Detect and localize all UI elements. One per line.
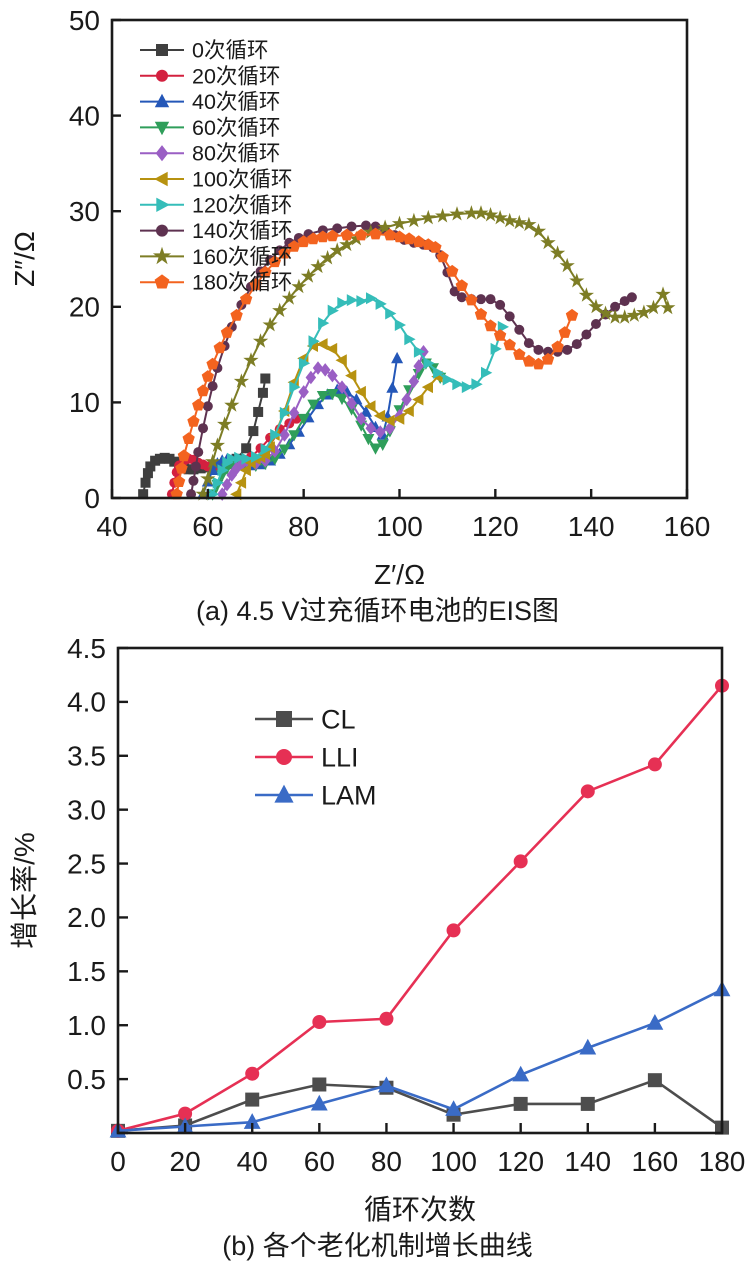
y-tick-label: 3.0 [67, 794, 106, 825]
x-tick-label: 100 [430, 1146, 477, 1177]
x-tick-label: 140 [568, 511, 615, 542]
aging-growth-chart: 0 20 40 60 80 100 120 140 160 180 0.5 1.0 1.5 2.0 2.5 3… [9, 636, 746, 1225]
y-tick-label: 40 [69, 100, 100, 131]
legend-label: 20次循环 [192, 64, 280, 88]
x-tick-label: 60 [192, 511, 223, 542]
x-tick-label: 60 [304, 1146, 335, 1177]
caption-b: (b) 各个老化机制增长曲线 [222, 1231, 533, 1261]
series-LAM [109, 980, 731, 1138]
plot-border [116, 646, 724, 1135]
y-tick-label: 2.0 [67, 902, 106, 933]
series-100次循环 [230, 338, 443, 501]
legend-label: 120次循环 [192, 193, 292, 217]
legend-label: 160次循环 [192, 245, 292, 269]
series-180次循环 [170, 227, 579, 500]
x-tick-label: 20 [170, 1146, 201, 1177]
series-160次循环 [195, 205, 676, 501]
legend-label: 0次循环 [192, 39, 268, 63]
y-tick-label: 20 [69, 292, 100, 323]
legend-label: 60次循环 [192, 116, 280, 140]
legend-label: 180次循环 [192, 271, 292, 295]
x-tick-label: 160 [632, 1146, 679, 1177]
x-tick-label: 80 [371, 1146, 402, 1177]
caption-a: (a) 4.5 V过充循环电池的EIS图 [195, 596, 560, 626]
eis-nyquist-chart: 40 60 80 100 120 140 160 0 10 20 30 40 50 Z′/Ω Z″/Ω 0次循… [9, 6, 711, 590]
legend-label: LAM [321, 780, 377, 810]
series-80次循环 [217, 345, 429, 501]
y-tick-label: 10 [69, 387, 100, 418]
y-tick-label: 50 [69, 6, 100, 36]
legend-label: 140次循环 [192, 219, 292, 243]
y-tick-label: 4.0 [67, 687, 106, 718]
x-tick-label: 140 [564, 1146, 611, 1177]
series-CL [111, 1073, 729, 1138]
series-120次循环 [207, 292, 509, 501]
x-axis-label: Z′/Ω [374, 559, 425, 590]
x-tick-label: 40 [237, 1146, 268, 1177]
y-tick-label: 3.5 [67, 741, 106, 772]
y-tick-label: 30 [69, 196, 100, 227]
x-tick-label: 80 [288, 511, 319, 542]
y-tick-label: 1.5 [67, 956, 106, 987]
x-tick-label: 180 [699, 1146, 746, 1177]
legend-label: 80次循环 [192, 142, 280, 166]
x-tick-label: 120 [497, 1146, 544, 1177]
panel-a: 40 60 80 100 120 140 160 0 10 20 30 40 50 Z′/Ω Z″/Ω 0次循… [0, 6, 755, 636]
legend-label: 100次循环 [192, 168, 292, 192]
y-tick-label: 2.5 [67, 848, 106, 879]
y-axis-label: Z″/Ω [9, 231, 40, 287]
x-axis-label: 循环次数 [364, 1194, 476, 1225]
y-tick-label: 0.5 [67, 1064, 106, 1095]
legend: CL LLI LAM [255, 704, 377, 810]
series-LLI [111, 678, 729, 1138]
legend-label: CL [321, 704, 356, 734]
y-tick-label: 1.0 [67, 1010, 106, 1041]
y-axis-label: 增长率/% [9, 832, 40, 949]
panel-b: 0 20 40 60 80 100 120 140 160 180 0.5 1.0 1.5 2.0 2.5 3… [0, 636, 755, 1271]
x-tick-label: 40 [96, 511, 127, 542]
legend-label: LLI [321, 742, 359, 772]
x-tick-label: 120 [472, 511, 519, 542]
legend: 0次循环20次循环40次循环60次循环80次循环100次循环120次循环140次… [140, 39, 292, 295]
x-tick-label: 160 [664, 511, 711, 542]
x-tick-label: 0 [110, 1146, 126, 1177]
y-tick-label: 0 [84, 483, 100, 514]
x-tick-label: 100 [376, 511, 423, 542]
y-tick-label: 4.5 [67, 636, 106, 664]
legend-label: 40次循环 [192, 90, 280, 114]
